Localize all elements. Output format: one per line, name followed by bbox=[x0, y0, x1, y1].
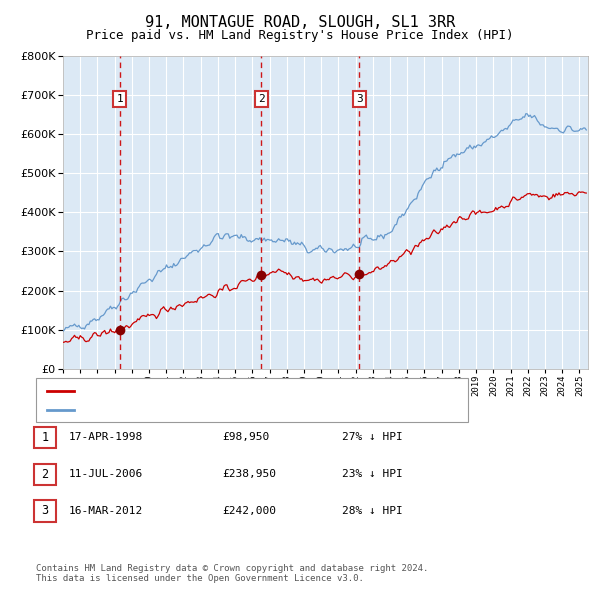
Text: 16-MAR-2012: 16-MAR-2012 bbox=[69, 506, 143, 516]
Text: 17-APR-1998: 17-APR-1998 bbox=[69, 432, 143, 442]
Text: Price paid vs. HM Land Registry's House Price Index (HPI): Price paid vs. HM Land Registry's House … bbox=[86, 30, 514, 42]
Text: 2: 2 bbox=[41, 468, 49, 481]
Text: £238,950: £238,950 bbox=[222, 469, 276, 479]
Text: 11-JUL-2006: 11-JUL-2006 bbox=[69, 469, 143, 479]
Text: 3: 3 bbox=[356, 94, 362, 104]
Text: 28% ↓ HPI: 28% ↓ HPI bbox=[342, 506, 403, 516]
Text: 91, MONTAGUE ROAD, SLOUGH, SL1 3RR: 91, MONTAGUE ROAD, SLOUGH, SL1 3RR bbox=[145, 15, 455, 30]
Text: 2: 2 bbox=[258, 94, 265, 104]
Text: 91, MONTAGUE ROAD, SLOUGH, SL1 3RR (detached house): 91, MONTAGUE ROAD, SLOUGH, SL1 3RR (deta… bbox=[78, 386, 397, 395]
Text: 23% ↓ HPI: 23% ↓ HPI bbox=[342, 469, 403, 479]
Text: £98,950: £98,950 bbox=[222, 432, 269, 442]
Text: HPI: Average price, detached house, Slough: HPI: Average price, detached house, Slou… bbox=[78, 405, 341, 415]
Text: 3: 3 bbox=[41, 504, 49, 517]
Text: Contains HM Land Registry data © Crown copyright and database right 2024.
This d: Contains HM Land Registry data © Crown c… bbox=[36, 563, 428, 583]
Text: 27% ↓ HPI: 27% ↓ HPI bbox=[342, 432, 403, 442]
Text: 1: 1 bbox=[116, 94, 123, 104]
Text: 1: 1 bbox=[41, 431, 49, 444]
Text: £242,000: £242,000 bbox=[222, 506, 276, 516]
